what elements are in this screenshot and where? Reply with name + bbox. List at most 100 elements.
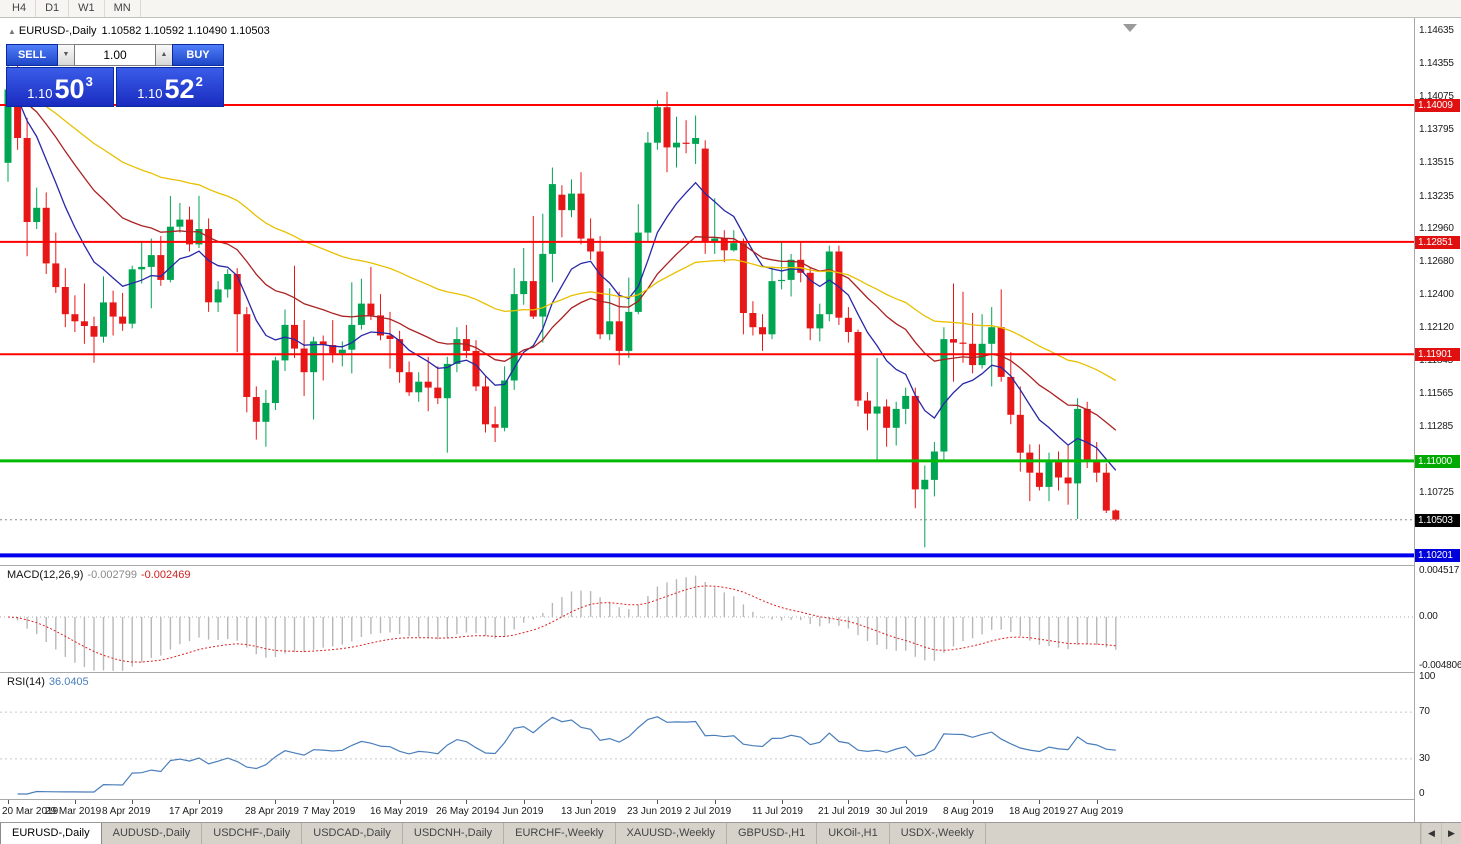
tab-xauusd-weekly[interactable]: XAUUSD-,Weekly	[616, 823, 727, 844]
date-label: 17 Apr 2019	[169, 806, 223, 817]
date-label: 20 Mar 2019	[2, 806, 59, 817]
chart-tabs-bar: EURUSD-,Daily AUDUSD-,Daily USDCHF-,Daily U…	[0, 822, 1461, 844]
date-tick	[75, 800, 76, 804]
date-label: 26 May 2019	[436, 806, 494, 817]
date-label: 2 Jul 2019	[685, 806, 732, 817]
sell-price-big: 50	[54, 74, 85, 104]
axis-tick-label: 70	[1419, 706, 1430, 717]
timeframe-button-mn[interactable]: MN	[105, 0, 141, 17]
price-tag-label: 1.10201	[1415, 549, 1460, 562]
buy-price-big: 52	[164, 74, 195, 104]
date-label: 18 Aug 2019	[1009, 806, 1066, 817]
date-label: 27 Aug 2019	[1067, 806, 1124, 817]
axis-tick-label: 1.13795	[1419, 124, 1454, 135]
date-tick	[782, 800, 783, 804]
date-label: 8 Apr 2019	[102, 806, 151, 817]
tab-usdx-weekly[interactable]: USDX-,Weekly	[890, 823, 986, 844]
main-price-chart[interactable]	[0, 18, 1414, 565]
axis-tick-label: 1.10725	[1419, 487, 1454, 498]
chart-shift-marker	[1123, 24, 1137, 32]
sell-button[interactable]: SELL	[6, 44, 58, 66]
axis-tick-label: 1.11285	[1419, 421, 1454, 432]
moving-average-lines	[7, 88, 1117, 471]
volume-input[interactable]	[74, 44, 156, 66]
tab-audusd-daily[interactable]: AUDUSD-,Daily	[102, 823, 203, 844]
axis-tick-label: 1.12680	[1419, 256, 1454, 267]
date-tick	[906, 800, 907, 804]
date-axis[interactable]: 20 Mar 2019 29 Mar 2019 8 Apr 2019 17 Apr 2…	[0, 800, 1414, 822]
date-label: 7 May 2019	[303, 806, 356, 817]
price-tag-label: 1.14009	[1415, 99, 1460, 112]
tab-eurusd-daily[interactable]: EURUSD-,Daily	[0, 823, 102, 844]
axis-tick-label: 1.12960	[1419, 223, 1454, 234]
timeframe-button-d1[interactable]: D1	[36, 0, 70, 17]
tab-usdcnh-daily[interactable]: USDCNH-,Daily	[403, 823, 505, 844]
tab-usdchf-daily[interactable]: USDCHF-,Daily	[202, 823, 303, 844]
date-tick	[400, 800, 401, 804]
chart-header: ▲ EURUSD-,Daily 1.10582 1.10592 1.10490 1.…	[8, 25, 270, 37]
date-tick	[848, 800, 849, 804]
symbol-period-label: EURUSD-,Daily	[18, 25, 97, 37]
pane-divider[interactable]	[0, 565, 1461, 566]
buy-price-display[interactable]: 1.10 52 2	[116, 67, 224, 107]
tabs-scroll-left-icon[interactable]: ◀	[1421, 823, 1441, 844]
rsi-indicator-pane[interactable]	[0, 672, 1414, 800]
rsi-line	[17, 716, 1116, 795]
pane-divider	[0, 799, 1461, 800]
price-tag-label: 1.11000	[1415, 455, 1460, 468]
axis-tick-label: 0	[1419, 788, 1425, 799]
date-tick	[199, 800, 200, 804]
tab-eurchf-weekly[interactable]: EURCHF-,Weekly	[504, 823, 616, 844]
macd-indicator-header: MACD(12,26,9) -0.002799 -0.002469	[7, 569, 191, 581]
rsi-label: RSI(14)	[7, 676, 45, 688]
date-tick	[132, 800, 133, 804]
tab-gbpusd-h1[interactable]: GBPUSD-,H1	[727, 823, 818, 844]
pane-divider[interactable]	[0, 672, 1461, 673]
chart-tabs: EURUSD-,Daily AUDUSD-,Daily USDCHF-,Daily U…	[0, 823, 986, 844]
timeframe-toolbar: H4 D1 W1 MN	[0, 0, 1461, 18]
sell-price-display[interactable]: 1.10 50 3	[6, 67, 114, 107]
date-label: 13 Jun 2019	[561, 806, 617, 817]
buy-price-sup: 2	[195, 74, 203, 89]
axis-tick-label: 1.14075	[1419, 91, 1454, 102]
macd-indicator-pane[interactable]	[0, 565, 1414, 672]
price-axis[interactable]: 1.14635 1.14355 1.14075 1.13795 1.13515 1.132…	[1415, 18, 1461, 822]
tab-usdcad-daily[interactable]: USDCAD-,Daily	[302, 823, 403, 844]
date-tick	[715, 800, 716, 804]
tabs-scroll-right-icon[interactable]: ▶	[1441, 823, 1461, 844]
date-tick	[1039, 800, 1040, 804]
date-label: 28 Apr 2019	[245, 806, 299, 817]
panel-collapse-icon[interactable]: ▲	[8, 27, 16, 36]
axis-tick-label: 1.13235	[1419, 191, 1454, 202]
price-tag-label: 1.12851	[1415, 236, 1460, 249]
date-tick	[657, 800, 658, 804]
macd-main-value: -0.002799	[87, 569, 137, 581]
macd-label: MACD(12,26,9)	[7, 569, 84, 581]
axis-tick-label: 1.11565	[1419, 388, 1454, 399]
sell-price-small: 1.10	[27, 86, 53, 101]
date-tick	[275, 800, 276, 804]
date-label: 8 Aug 2019	[943, 806, 994, 817]
price-tag-label: 1.11901	[1415, 348, 1460, 361]
axis-tick-label: 1.14355	[1419, 58, 1454, 69]
rsi-value: 36.0405	[48, 676, 89, 688]
date-tick	[333, 800, 334, 804]
price-tag-label: 1.10503	[1415, 514, 1460, 527]
date-label: 11 Jul 2019	[752, 806, 803, 817]
timeframe-button-h4[interactable]: H4	[3, 0, 37, 17]
volume-decrease-icon[interactable]: ▼	[58, 44, 74, 66]
buy-button[interactable]: BUY	[172, 44, 224, 66]
ohlc-values: 1.10582 1.10592 1.10490 1.10503	[101, 25, 270, 37]
sell-price-sup: 3	[85, 74, 93, 89]
tabs-scroll-controls: ◀ ▶	[1420, 823, 1461, 844]
macd-signal-value: -0.002469	[140, 569, 191, 581]
axis-tick-label: 1.12120	[1419, 322, 1454, 333]
axis-separator	[1414, 18, 1415, 822]
timeframe-button-w1[interactable]: W1	[69, 0, 105, 17]
tab-ukoil-h1[interactable]: UKOil-,H1	[817, 823, 890, 844]
axis-tick-label: 100	[1419, 671, 1436, 682]
volume-increase-icon[interactable]: ▲	[156, 44, 172, 66]
axis-tick-label: -0.004806	[1419, 660, 1461, 671]
chart-region[interactable]: ▲ EURUSD-,Daily 1.10582 1.10592 1.10490 1.…	[0, 18, 1461, 822]
